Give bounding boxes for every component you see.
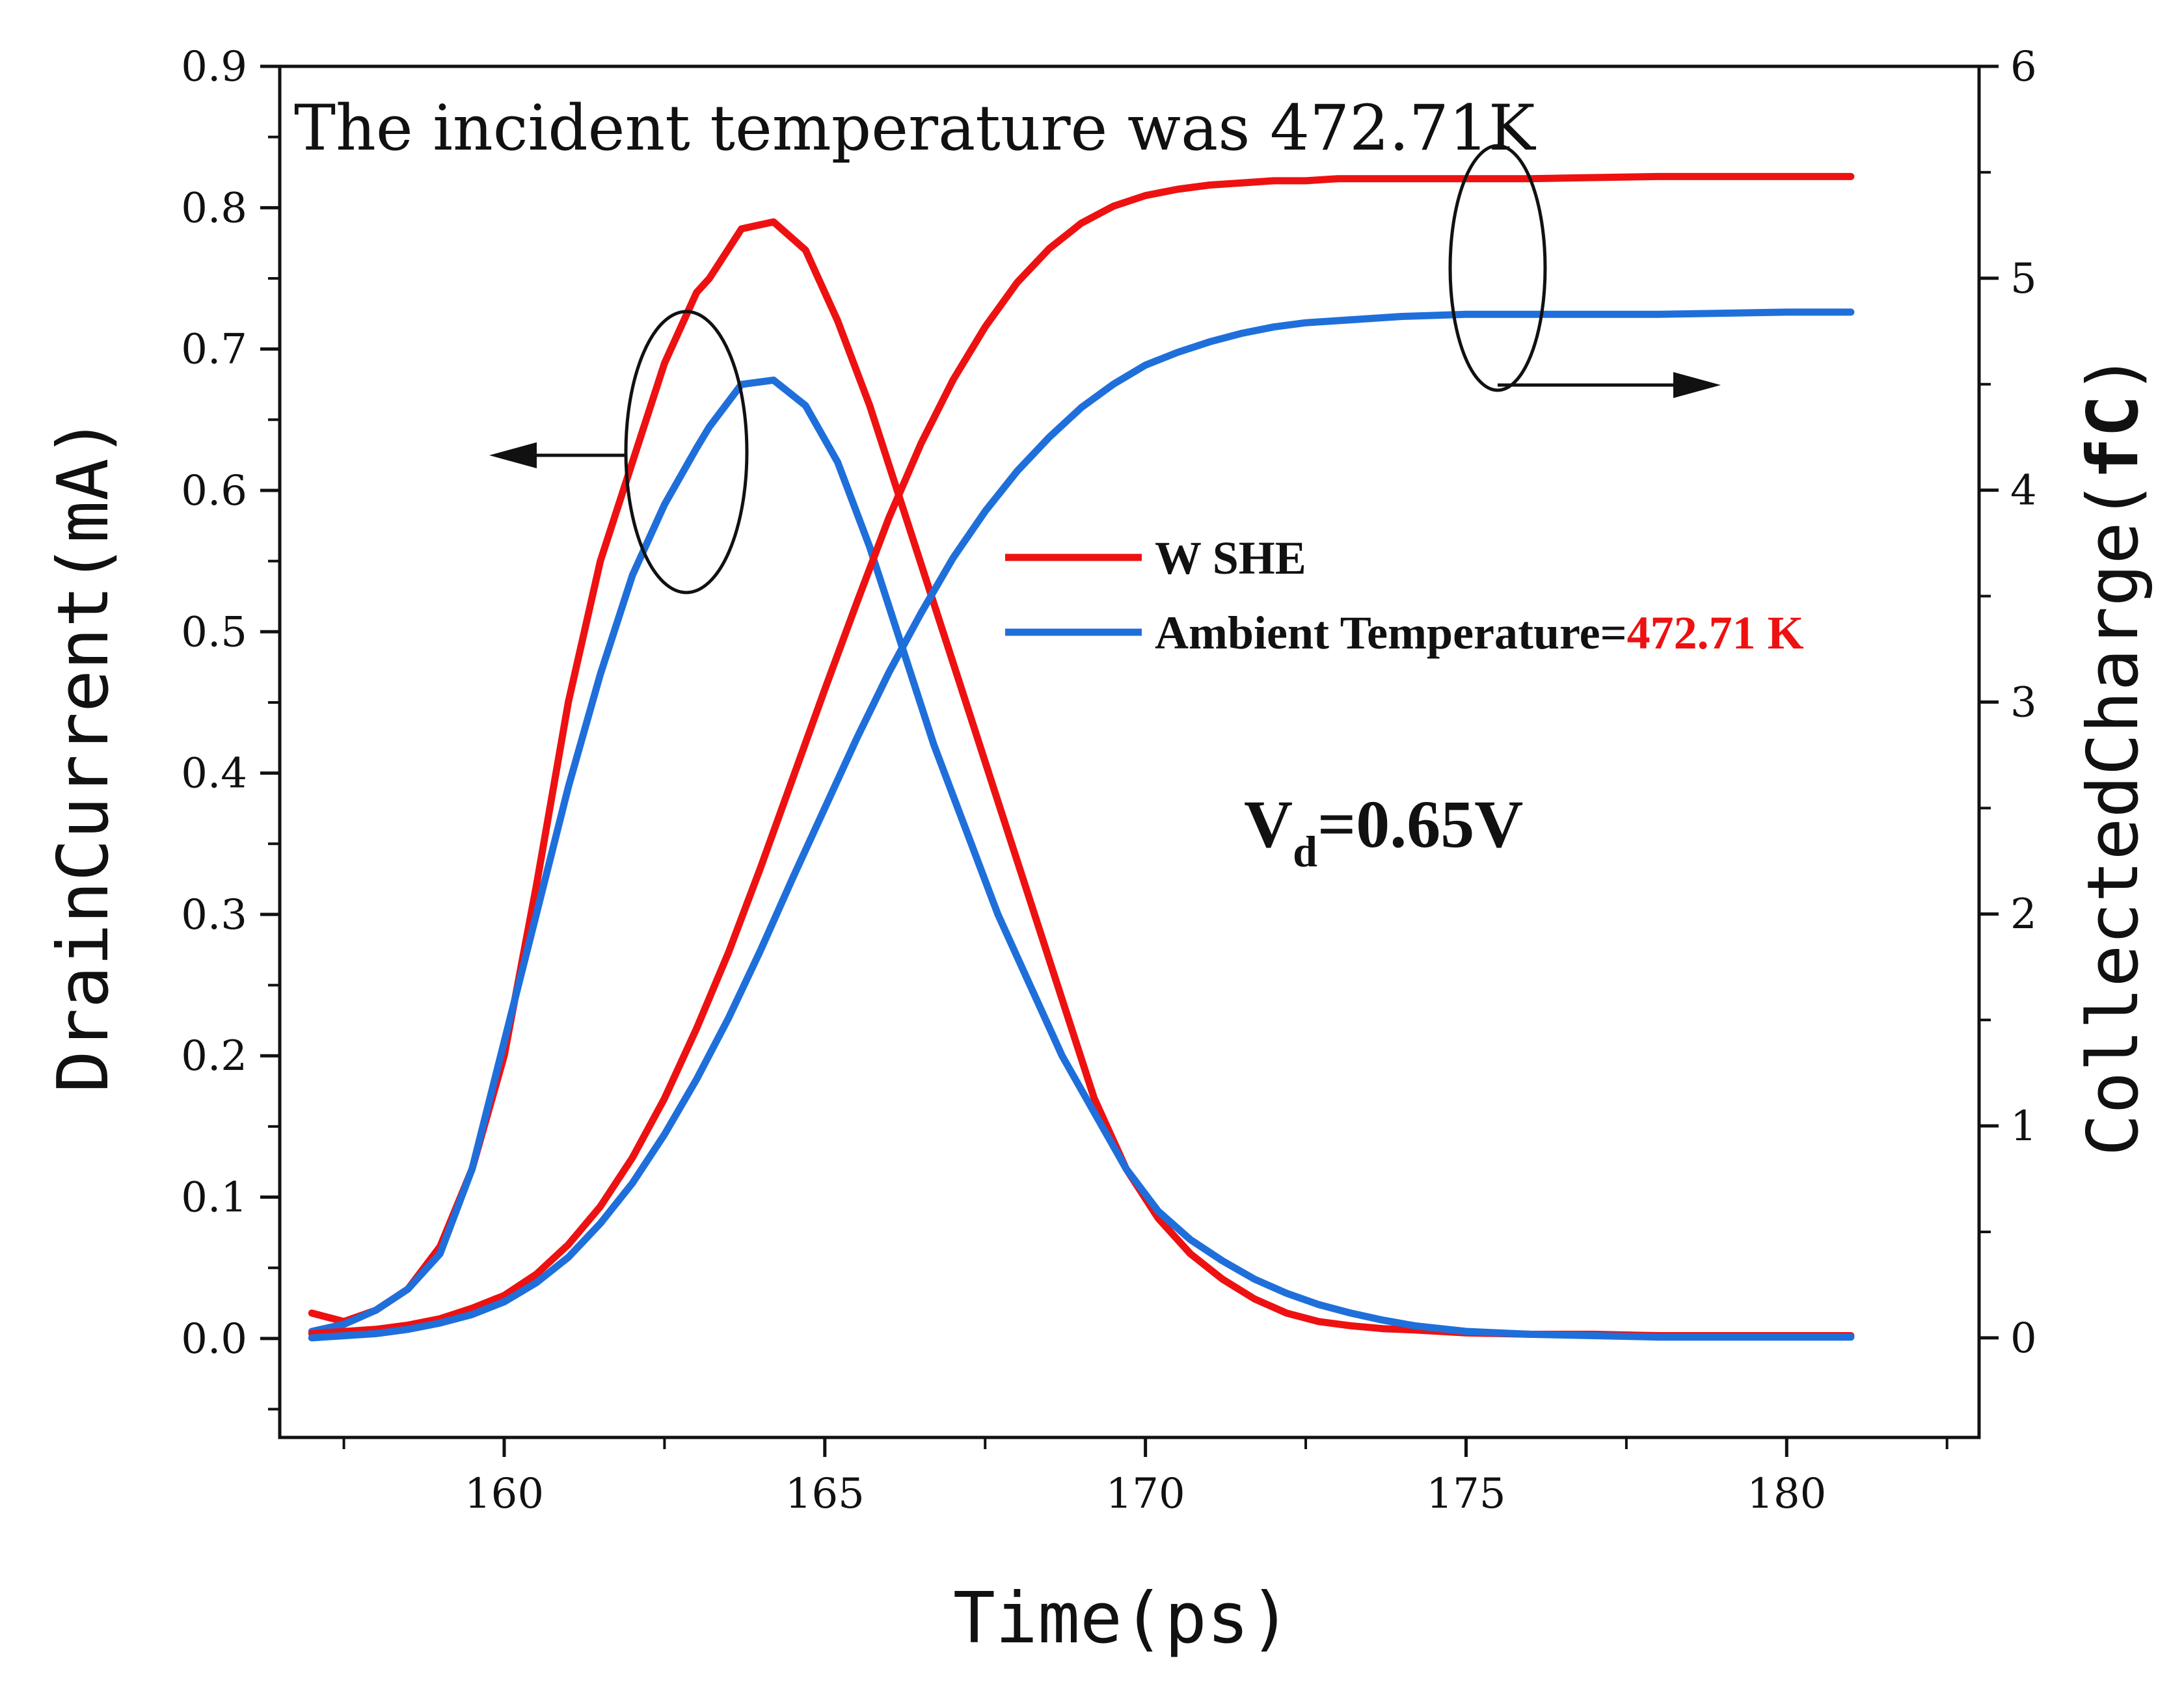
axis-ticks: 160 165 170 175 1800.00.10.20.30.40.50.60.70…	[181, 43, 2037, 1518]
x-tick-label: 170	[1106, 1470, 1185, 1518]
legend-label-ambient-value: 472.71 K	[1627, 607, 1804, 659]
series-line-3	[308, 308, 1855, 1342]
vd-label-sub: d	[1293, 827, 1317, 876]
y-right-tick-label: 3	[2010, 678, 2037, 727]
legend-label-w-she: W SHE	[1155, 532, 1306, 584]
y-right-tick-label: 6	[2010, 43, 2037, 91]
legend: W SHE Ambient Temperature=472.71 K	[1005, 532, 1804, 659]
y-axis-title-left: DrainCurrent(mA)	[43, 416, 124, 1093]
series-line-0	[308, 218, 1855, 1339]
vd-label-main: V	[1244, 787, 1293, 862]
legend-label-ambient-text: Ambient Temperature=	[1155, 607, 1627, 659]
y-right-tick-label: 0	[2010, 1315, 2037, 1363]
y-axis-title-right-suffix: )	[2073, 353, 2154, 395]
x-tick-label: 180	[1747, 1470, 1826, 1518]
y-left-tick-label: 0.0	[181, 1315, 247, 1363]
x-tick-label: 165	[785, 1470, 865, 1518]
legend-label-ambient: Ambient Temperature=472.71 K	[1155, 607, 1804, 659]
right-axis-ellipse	[1448, 144, 1547, 392]
x-axis-title: Time(ps)	[953, 1578, 1291, 1659]
y-left-tick-label: 0.3	[181, 891, 247, 939]
y-left-tick-label: 0.7	[181, 326, 247, 374]
right-arrow-head	[1673, 372, 1721, 398]
annotation-text: The incident temperature was 472.71K	[294, 92, 1537, 165]
y-left-tick-label: 0.4	[181, 750, 247, 798]
x-tick-label: 160	[465, 1470, 544, 1518]
series-line-2	[308, 172, 1855, 1337]
left-axis-ellipse	[624, 310, 749, 594]
y-left-tick-label: 0.9	[181, 43, 247, 91]
y-axis-title-right: CollectedCharge(fC)	[2073, 353, 2154, 1156]
series-line-1	[308, 376, 1855, 1341]
y-left-tick-label: 0.5	[181, 608, 247, 656]
y-right-tick-label: 4	[2010, 467, 2037, 515]
y-left-tick-label: 0.8	[181, 184, 247, 232]
y-axis-title-right-unit: fC	[2073, 395, 2154, 479]
x-tick-label: 175	[1426, 1470, 1505, 1518]
y-left-tick-label: 0.6	[181, 467, 247, 515]
y-left-tick-label: 0.1	[181, 1174, 247, 1222]
y-right-tick-label: 2	[2010, 890, 2037, 939]
series-layer	[308, 172, 1855, 1342]
vd-label-rest: =0.65V	[1317, 787, 1523, 862]
y-right-tick-label: 5	[2010, 255, 2037, 303]
plot-frame	[278, 64, 1981, 1439]
y-right-tick-label: 1	[2010, 1102, 2037, 1151]
y-left-tick-label: 0.2	[181, 1032, 247, 1080]
left-arrow-head	[489, 442, 537, 468]
y-axis-title-right-prefix: CollectedCharge(	[2073, 479, 2154, 1156]
vd-label: Vd=0.65V	[1244, 787, 1523, 876]
